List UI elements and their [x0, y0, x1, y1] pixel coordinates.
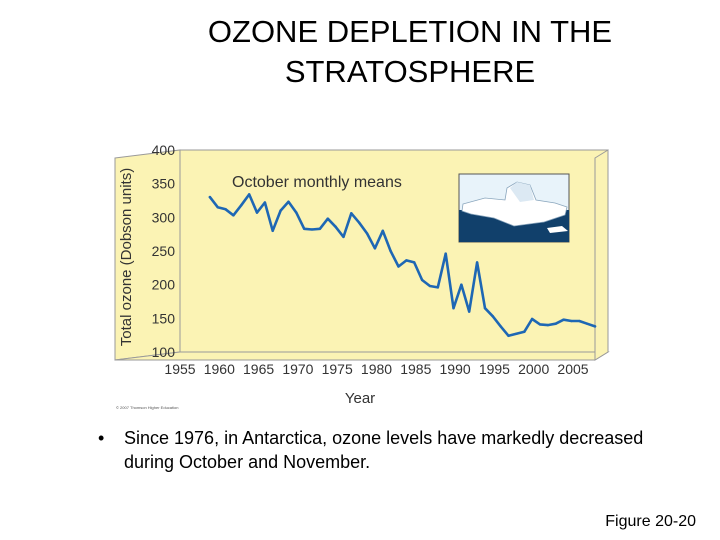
y-tick-label: 250 — [152, 243, 176, 259]
data-point — [334, 225, 337, 228]
bullet-dot: • — [98, 428, 105, 448]
data-point — [491, 315, 495, 318]
data-point — [452, 307, 455, 310]
x-tick-label: 1965 — [243, 361, 274, 377]
title-line-1: OZONE DEPLETION IN THE — [207, 14, 613, 49]
data-point — [240, 204, 243, 207]
data-point — [247, 193, 251, 196]
data-point — [365, 232, 369, 235]
chart-right-edge — [594, 149, 609, 361]
x-tick-label: 1955 — [164, 361, 195, 377]
data-point — [224, 208, 227, 211]
data-point — [263, 201, 267, 204]
series-points — [208, 193, 597, 338]
data-point — [515, 332, 518, 336]
data-point — [397, 265, 400, 268]
slide-title: OZONE DEPLETION IN THE STRATOSPHERE — [140, 12, 680, 92]
data-point — [295, 211, 298, 214]
x-tick-label: 1975 — [322, 361, 353, 377]
data-point — [216, 206, 219, 209]
copyright-text: © 2007 Thomson Higher Education — [116, 405, 179, 410]
data-point — [350, 212, 353, 215]
data-point — [318, 227, 322, 230]
data-point — [287, 200, 290, 204]
y-tick-label: 400 — [152, 142, 176, 158]
data-point — [585, 322, 589, 325]
y-tick-label: 200 — [152, 277, 176, 293]
data-point — [342, 235, 345, 239]
data-point — [255, 211, 259, 214]
data-point — [562, 318, 565, 321]
data-point — [232, 214, 235, 217]
data-point — [428, 284, 432, 288]
data-point — [460, 283, 463, 286]
x-tick-label: 1980 — [361, 361, 392, 377]
data-point — [570, 319, 573, 323]
data-point — [326, 217, 329, 220]
chart-figure: 100 150 200 250 300 350 400 1955 1960 1965 1970 19… — [110, 130, 620, 420]
y-tick-label: 300 — [152, 209, 176, 225]
data-point — [271, 229, 274, 232]
data-point — [420, 278, 424, 282]
bullet-text: Since 1976, in Antarctica, ozone levels … — [124, 428, 644, 472]
data-point — [436, 286, 439, 289]
y-tick-label: 100 — [152, 344, 176, 360]
data-point — [546, 323, 550, 327]
x-tick-label: 1995 — [479, 361, 510, 377]
data-point — [279, 209, 282, 212]
data-point — [413, 261, 416, 264]
data-point — [358, 221, 361, 224]
data-point — [310, 228, 314, 231]
data-point — [523, 330, 526, 333]
data-point — [507, 334, 510, 338]
data-point — [468, 310, 471, 313]
x-tick-label: 1985 — [400, 361, 431, 377]
chart-floor — [114, 351, 610, 361]
x-axis-label: Year — [345, 390, 375, 407]
data-point — [444, 252, 447, 255]
x-axis-ticks: 1955 1960 1965 1970 1975 1980 1985 1990 1995 2000… — [164, 361, 588, 377]
data-point — [381, 229, 384, 232]
data-point — [578, 319, 581, 323]
antarctic-iceberg-icon — [458, 173, 570, 243]
data-point — [475, 261, 479, 264]
title-line-2: STRATOSPHERE — [284, 54, 536, 89]
y-axis-ticks: 100 150 200 250 300 350 400 — [152, 142, 176, 360]
y-tick-label: 150 — [152, 310, 176, 326]
bullet-point: • Since 1976, in Antarctica, ozone level… — [98, 426, 678, 474]
x-tick-label: 2005 — [557, 361, 588, 377]
data-point — [593, 325, 597, 328]
x-tick-label: 1960 — [204, 361, 235, 377]
x-tick-label: 1970 — [282, 361, 313, 377]
y-axis-label: Total ozone (Dobson units) — [118, 168, 135, 346]
figure-label: Figure 20-20 — [605, 513, 696, 530]
data-point — [554, 322, 557, 325]
data-point — [208, 195, 212, 199]
x-tick-label: 1990 — [440, 361, 471, 377]
data-point — [373, 247, 377, 250]
chart-annotation: October monthly means — [232, 174, 402, 191]
data-point — [302, 227, 306, 230]
data-point — [483, 307, 487, 310]
data-point — [389, 249, 392, 253]
x-tick-label: 2000 — [518, 361, 549, 377]
y-tick-label: 350 — [152, 176, 176, 192]
data-point — [538, 323, 542, 326]
ozone-series-line — [208, 193, 597, 338]
data-point — [530, 317, 534, 321]
data-point — [405, 259, 408, 262]
data-point — [499, 325, 502, 328]
